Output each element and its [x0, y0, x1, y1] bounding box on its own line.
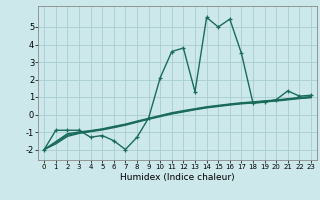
X-axis label: Humidex (Indice chaleur): Humidex (Indice chaleur) [120, 173, 235, 182]
